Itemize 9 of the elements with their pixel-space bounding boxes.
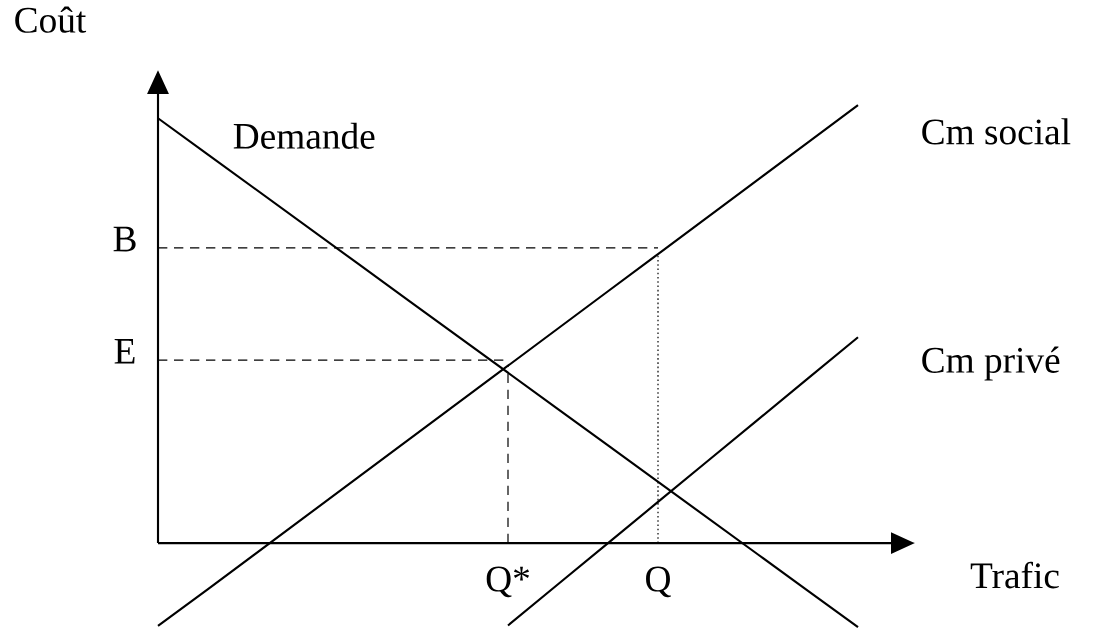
series-label: Cm privé bbox=[922, 346, 1060, 381]
x-tick-label: Q* bbox=[486, 566, 530, 598]
x-tick-label: Q bbox=[646, 566, 671, 598]
ref-line-label: B bbox=[113, 226, 136, 252]
y-axis-title: Coût bbox=[15, 6, 87, 33]
ref-line-label: E bbox=[114, 339, 135, 364]
x-axis-title: Trafic bbox=[970, 561, 1059, 589]
series-label: Demande bbox=[233, 122, 375, 149]
series-label: Cm social bbox=[922, 118, 1071, 145]
